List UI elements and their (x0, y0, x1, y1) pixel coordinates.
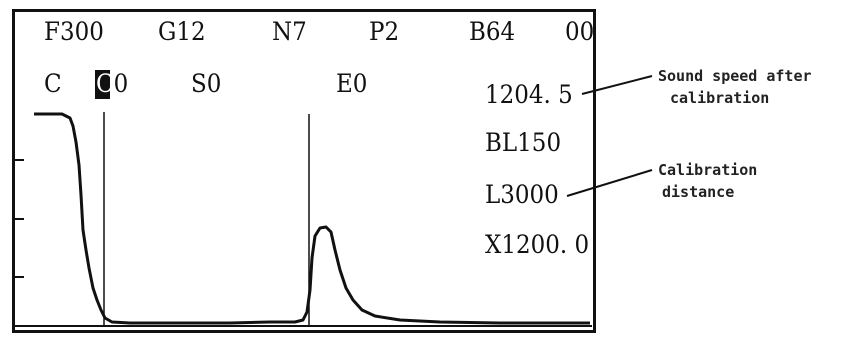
readout-x: X1200. 0 (485, 230, 590, 259)
status-code: 00 (565, 17, 595, 46)
callout-leader-sound-speed (581, 75, 653, 95)
status-f: F300 (44, 17, 104, 46)
callout-distance-line1: Calibration (658, 161, 758, 179)
status-n: N7 (272, 17, 307, 46)
readout-bl: BL150 (485, 128, 562, 157)
callout-leader-distance (566, 169, 653, 197)
cursor-c-value: C0 (96, 69, 129, 98)
readout-distance: L3000 (485, 180, 559, 209)
cursor-s-label: S0 (191, 69, 222, 98)
instrument-display (12, 9, 596, 333)
callout-sound-speed-line2: calibration (670, 89, 770, 107)
status-g: G12 (158, 17, 206, 46)
readout-sound-speed: 1204. 5 (485, 80, 573, 109)
cursor-highlight (95, 70, 110, 99)
cursor-e-label: E0 (336, 69, 368, 98)
callout-distance-line2: distance (662, 183, 735, 201)
status-b: B64 (469, 17, 516, 46)
status-p: P2 (369, 17, 400, 46)
callout-sound-speed-line1: Sound speed after (658, 67, 812, 85)
cursor-c-label: C (44, 69, 62, 98)
echo-waveform (34, 112, 590, 325)
